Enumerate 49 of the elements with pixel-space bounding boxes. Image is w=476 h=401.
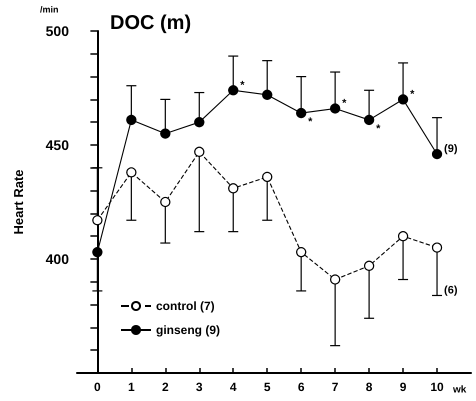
point [160, 128, 170, 139]
x-tick-label: 3 [196, 380, 203, 394]
point [432, 242, 442, 253]
x-tick-label: 9 [400, 380, 407, 394]
annotation: (6) [444, 284, 458, 296]
point [228, 85, 238, 96]
point [92, 215, 102, 226]
annotation: (9) [444, 143, 458, 156]
point [92, 247, 102, 258]
x-tick-label: 1 [128, 380, 135, 394]
x-tick-label: 0 [94, 380, 102, 394]
x-tick-label: 2 [162, 380, 169, 394]
point [228, 183, 238, 194]
point [194, 146, 204, 157]
x-tick-label: 8 [366, 380, 373, 394]
x-tick-label: 5 [264, 380, 271, 394]
point [364, 260, 374, 271]
chart-title: DOC (m) [110, 12, 192, 34]
point [262, 90, 272, 100]
y-tick-label: 450 [46, 137, 70, 153]
annotation: * [240, 79, 246, 92]
point [330, 274, 340, 285]
point [126, 114, 136, 126]
point [330, 103, 340, 114]
legend-label: ginseng (9) [156, 323, 220, 337]
x-tick-label: 7 [332, 380, 339, 394]
x-tick-label: 6 [298, 380, 305, 394]
legend-label: control (7) [156, 299, 215, 313]
point [432, 149, 442, 160]
annotation: * [410, 88, 416, 100]
x-tick-label: 10 [430, 380, 444, 394]
point [296, 247, 306, 258]
x-axis-title: wk [452, 384, 467, 396]
x-tick-label: 4 [230, 380, 237, 394]
annotation: * [308, 116, 314, 128]
point [262, 172, 272, 182]
y-tick-label: 400 [46, 251, 70, 267]
point [194, 117, 204, 128]
y-axis-title: Heart Rate [11, 169, 26, 235]
point [160, 196, 170, 208]
point [126, 167, 136, 178]
annotation: * [376, 122, 382, 135]
point [398, 94, 408, 104]
point [364, 114, 374, 126]
annotation: * [342, 98, 348, 110]
point [296, 108, 306, 118]
y-tick-label: 500 [46, 23, 70, 39]
text: /min [40, 4, 59, 14]
point [398, 231, 408, 242]
